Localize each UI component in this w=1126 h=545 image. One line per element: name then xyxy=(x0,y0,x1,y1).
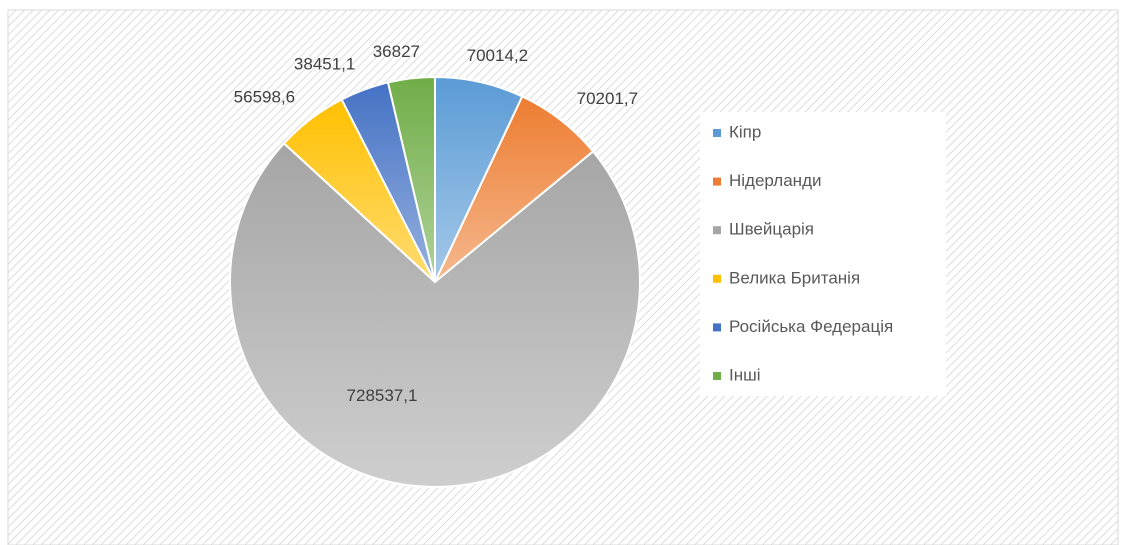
legend-label: Велика Британія xyxy=(729,268,860,287)
legend: Кіпр Нідерланди Швейцарія Велика Британія Ро… xyxy=(713,122,893,384)
pie-slice xyxy=(229,141,641,488)
legend-marker xyxy=(713,323,721,332)
legend-label: Російська Федерація xyxy=(729,317,893,336)
legend-box xyxy=(700,112,946,396)
data-label: 56598,6 xyxy=(234,88,295,107)
legend-label: Нідерланди xyxy=(729,171,821,190)
legend-marker xyxy=(713,274,721,283)
legend-label: Кіпр xyxy=(729,122,761,141)
data-label: 38451,1 xyxy=(294,55,355,74)
legend-marker xyxy=(713,226,721,235)
data-label: 70201,7 xyxy=(577,89,638,108)
legend-label: Швейцарія xyxy=(729,220,814,239)
legend-marker xyxy=(713,372,721,380)
data-label: 728537,1 xyxy=(347,386,418,405)
legend-marker xyxy=(713,129,721,137)
legend-marker xyxy=(713,177,721,186)
data-label: 70014,2 xyxy=(467,46,528,65)
data-label: 36827 xyxy=(373,42,420,61)
pie-slice xyxy=(386,75,436,283)
legend-label: Інші xyxy=(729,365,761,384)
